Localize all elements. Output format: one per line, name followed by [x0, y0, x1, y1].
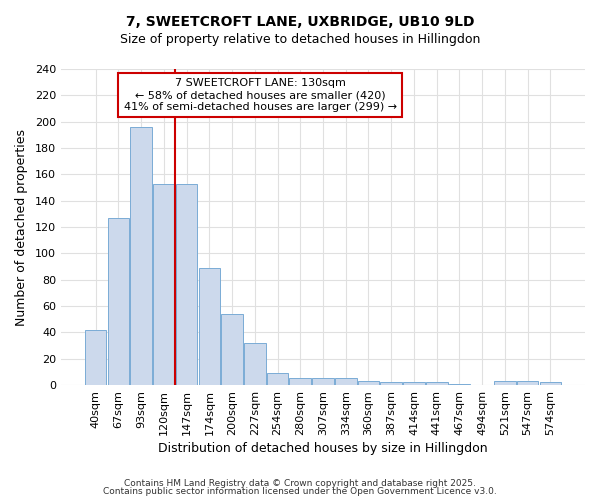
- Bar: [85, 330, 106, 385]
- Bar: [221, 314, 243, 385]
- Bar: [380, 382, 402, 385]
- X-axis label: Distribution of detached houses by size in Hillingdon: Distribution of detached houses by size …: [158, 442, 488, 455]
- Bar: [517, 381, 538, 385]
- Text: Contains HM Land Registry data © Crown copyright and database right 2025.: Contains HM Land Registry data © Crown c…: [124, 478, 476, 488]
- Bar: [312, 378, 334, 385]
- Bar: [335, 378, 356, 385]
- Bar: [539, 382, 561, 385]
- Y-axis label: Number of detached properties: Number of detached properties: [15, 128, 28, 326]
- Bar: [426, 382, 448, 385]
- Bar: [289, 378, 311, 385]
- Bar: [199, 268, 220, 385]
- Bar: [176, 184, 197, 385]
- Text: Size of property relative to detached houses in Hillingdon: Size of property relative to detached ho…: [120, 32, 480, 46]
- Text: Contains public sector information licensed under the Open Government Licence v3: Contains public sector information licen…: [103, 487, 497, 496]
- Bar: [267, 373, 289, 385]
- Bar: [449, 384, 470, 385]
- Bar: [358, 381, 379, 385]
- Bar: [130, 127, 152, 385]
- Bar: [153, 184, 175, 385]
- Text: 7, SWEETCROFT LANE, UXBRIDGE, UB10 9LD: 7, SWEETCROFT LANE, UXBRIDGE, UB10 9LD: [126, 15, 474, 29]
- Bar: [403, 382, 425, 385]
- Text: 7 SWEETCROFT LANE: 130sqm
← 58% of detached houses are smaller (420)
41% of semi: 7 SWEETCROFT LANE: 130sqm ← 58% of detac…: [124, 78, 397, 112]
- Bar: [494, 381, 516, 385]
- Bar: [244, 343, 266, 385]
- Bar: [107, 218, 129, 385]
